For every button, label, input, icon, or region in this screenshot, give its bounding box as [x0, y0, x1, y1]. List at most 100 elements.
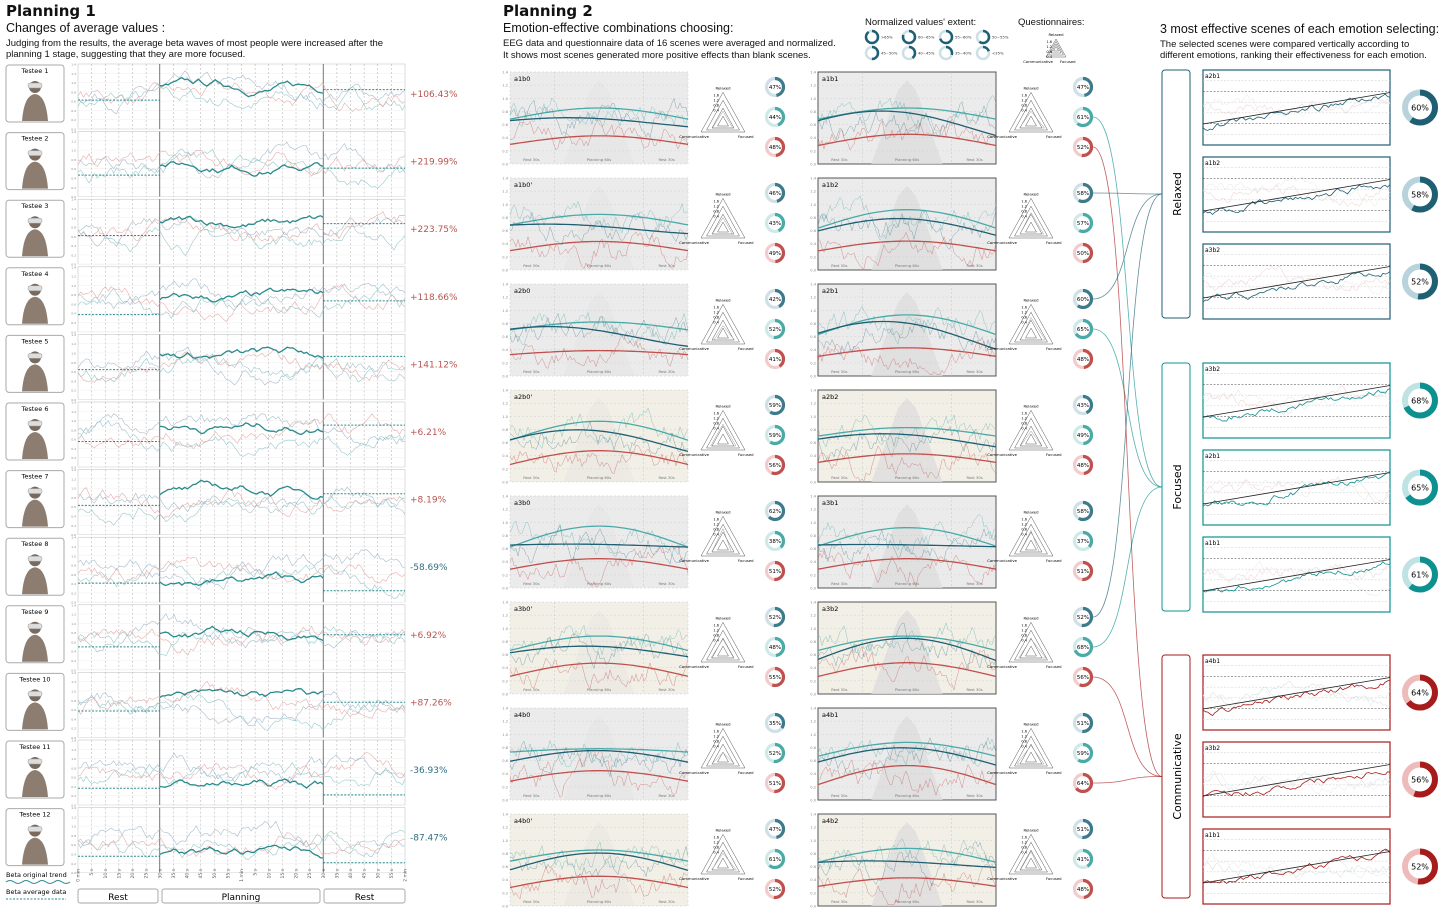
radar-label-relaxed: Relaxed [1023, 615, 1039, 620]
testee-row: Testee 6 0.0 0.2 0.4 0.6 0.8 1.0 1.2 1.4 +6.21% [5, 401, 447, 470]
x-tick-label: 50 s [212, 868, 218, 878]
donut-fill [764, 712, 786, 734]
y-tick-label: 0.2 [502, 891, 508, 895]
donut-fill [764, 182, 786, 204]
connector-line [1092, 192, 1163, 195]
radar-ring [700, 197, 746, 239]
score-donut: 47% [764, 76, 786, 98]
donut-value: 52% [1411, 277, 1429, 286]
radar-tick: 0.4 [1021, 214, 1027, 218]
phase-label: Rest 30s [831, 475, 847, 480]
scene-id-label: a2b2 [822, 393, 838, 401]
y-tick-label: 1.4 [810, 495, 816, 499]
y-tick-label: 0.0 [502, 693, 508, 697]
radar-label-relaxed: Relaxed [715, 509, 731, 514]
vr-headset-icon [27, 623, 43, 630]
radar-tick: 0.4 [1021, 320, 1027, 324]
radar-ring [1014, 99, 1048, 131]
radar-label-focused: Focused [1046, 770, 1062, 775]
phase-label: Rest 30s [523, 687, 539, 692]
vr-headset-icon [27, 758, 43, 765]
radar-chart: Relaxed Communicative Focused 1.61.20.80.4 [679, 191, 754, 245]
score-donut: 47% [764, 818, 786, 840]
y-tick-label: 1.4 [810, 813, 816, 817]
y-tick-label: 1.0 [71, 284, 76, 288]
donut-fill [764, 818, 786, 840]
body-shape [22, 770, 48, 797]
smoothed-trend-line [509, 429, 689, 453]
testee-photo-frame [5, 740, 65, 799]
y-tick-label: 0.0 [810, 905, 816, 909]
raw-signal-line [817, 864, 997, 905]
radar-ring [1008, 91, 1054, 133]
donut-value: 58% [1077, 191, 1089, 197]
donut-value: 51% [1077, 569, 1089, 575]
y-tick-label: 0.8 [810, 216, 816, 220]
scene-chart: 0.0 0.2 0.4 0.6 0.8 1.0 1.2 1.4 a4b0' Rest 30s Pla… [502, 813, 689, 909]
percentage-change: -36.93% [410, 766, 448, 776]
radar-ring [706, 205, 740, 237]
y-tick-label: 0.2 [71, 591, 76, 595]
radar-tick: 0.8 [1021, 315, 1027, 319]
beta-original-trend [159, 346, 324, 359]
radar-label-communicative: Communicative [679, 876, 709, 881]
x-tick-label: 30 s [157, 868, 163, 878]
radar-label-communicative: Communicative [1023, 59, 1053, 64]
y-tick-label: 1.0 [71, 825, 76, 829]
scene-image-pagoda [871, 822, 943, 906]
y-tick-label: 0.6 [71, 167, 76, 171]
y-tick-label: 0.6 [71, 505, 76, 509]
score-donut: 57% [1072, 212, 1094, 234]
radar-tick: 0.4 [1021, 532, 1027, 536]
beta-raw-line [77, 613, 406, 653]
radar-data [1019, 529, 1040, 553]
scene-chart: 0.0 0.2 0.4 0.6 0.8 1.0 1.2 1.4 a4b1 Rest 30s Plan… [810, 707, 997, 803]
y-tick-label: 1.4 [810, 389, 816, 393]
legend-donut [901, 29, 917, 45]
x-tick-label: 45 s [362, 868, 368, 878]
donut-value: 52% [1077, 145, 1089, 151]
legend-item-label: 45~50% [881, 51, 898, 56]
testee-row: Testee 4 0.0 0.2 0.4 0.6 0.8 1.0 1.2 1.4 +118.66% [5, 265, 458, 334]
phase-label: Rest 30s [966, 475, 982, 480]
y-tick-label: 1.2 [502, 614, 508, 618]
radar-data [1020, 851, 1041, 871]
y-tick-label: 1.0 [810, 733, 816, 737]
x-tick-label: 0 min [76, 869, 82, 882]
score-donut: 68% [1072, 636, 1094, 658]
donut-value: 47% [769, 85, 781, 91]
phase-label: Planning 60s [895, 369, 919, 374]
y-tick-label: 1.0 [502, 309, 508, 313]
smoothed-trend-line [509, 662, 689, 677]
y-tick-label: 0.6 [502, 441, 508, 445]
smoothed-trend-line [817, 764, 997, 786]
y-tick-label: 1.0 [71, 149, 76, 153]
testee-row: Testee 10 0.0 0.2 0.4 0.6 0.8 1.0 1.2 1.4 +87.26% [5, 671, 452, 740]
radar-ring [700, 303, 746, 345]
scene-id-label: a3b0 [514, 499, 530, 507]
legend-item-label: 50~55% [992, 35, 1009, 40]
beta-original-trend [159, 778, 324, 789]
score-donut: 59% [764, 424, 786, 446]
trend-line [1202, 472, 1391, 505]
y-tick-label: 0.6 [71, 370, 76, 374]
radar-label-relaxed: Relaxed [1023, 827, 1039, 832]
ranked-donut: 52% [1402, 263, 1438, 300]
body-shape [22, 499, 48, 527]
scene-image-pagoda [563, 292, 635, 376]
y-tick-label: 0.4 [71, 109, 76, 113]
testee-photo-frame [5, 64, 65, 123]
ranked-scene-chart: a3b2 [1202, 741, 1391, 818]
connector-line [1092, 486, 1163, 648]
score-donut: 58% [1072, 182, 1094, 204]
scene-chart: 0.0 0.2 0.4 0.6 0.8 1.0 1.2 1.4 a3b0 Rest 30s Plan… [502, 495, 689, 591]
scene-chart: 0.0 0.2 0.4 0.6 0.8 1.0 1.2 1.4 a1b2 Rest 30s Plan… [810, 177, 997, 273]
radar-tick: 1.6 [713, 835, 719, 839]
smoothed-trend-line [509, 875, 689, 889]
radar-data [1019, 211, 1044, 235]
donut-value: 52% [1077, 615, 1089, 621]
smoothed-trend-line [509, 525, 689, 548]
donut-value: 60% [1077, 297, 1089, 303]
radar-ring [1008, 303, 1054, 345]
radar-label-relaxed: Relaxed [1023, 721, 1039, 726]
